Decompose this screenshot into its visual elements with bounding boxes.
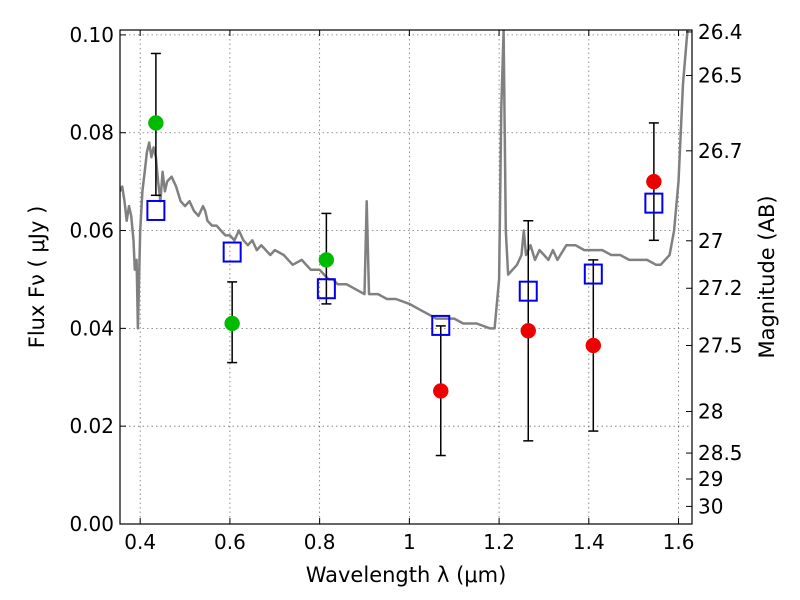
y-tick-label: 0.04 xyxy=(69,316,114,340)
magnitude-tick-label: 28.5 xyxy=(698,441,743,465)
magnitude-tick-label: 26.4 xyxy=(698,20,743,44)
magnitude-tick-label: 27 xyxy=(698,229,723,253)
x-tick-label: 1.6 xyxy=(663,530,695,554)
model-flux-square xyxy=(431,314,451,336)
x-tick-label: 1.2 xyxy=(483,530,515,554)
y-axis-right-title: Magnitude (AB) xyxy=(755,195,779,358)
y-tick-label: 0.08 xyxy=(69,121,114,145)
model-flux-square xyxy=(644,192,664,214)
model-flux-square xyxy=(146,199,166,221)
model-flux-square xyxy=(316,278,336,300)
x-tick-label: 0.8 xyxy=(304,530,336,554)
photometry-points xyxy=(146,115,664,399)
y-tick-label: 0.06 xyxy=(69,219,114,243)
y-axis-title: Flux Fν ( μJy ) xyxy=(25,206,49,349)
x-axis-title: Wavelength λ (μm) xyxy=(306,563,507,587)
model-flux-square xyxy=(583,263,603,285)
magnitude-tick-label: 27.5 xyxy=(698,333,743,357)
flux-point xyxy=(520,323,537,339)
model-flux-square xyxy=(518,280,538,302)
error-bars xyxy=(150,52,659,457)
flux-point xyxy=(318,252,335,268)
y-tick-label: 0.10 xyxy=(69,23,114,47)
magnitude-tick-label: 26.7 xyxy=(698,139,743,163)
x-tick-label: 1.4 xyxy=(573,530,605,554)
magnitude-tick-label: 30 xyxy=(698,494,723,518)
magnitude-tick-label: 27.2 xyxy=(698,276,743,300)
flux-point xyxy=(433,383,449,399)
x-tick-label: 0.6 xyxy=(214,530,246,554)
flux-point xyxy=(585,337,602,354)
x-tick-label: 1 xyxy=(403,530,416,554)
magnitude-tick-label: 26.5 xyxy=(698,63,743,87)
x-tick-label: 0.4 xyxy=(124,530,156,554)
y-tick-label: 0.02 xyxy=(69,414,114,438)
plot-frame xyxy=(119,29,693,525)
y-tick-label: 0.00 xyxy=(69,512,114,536)
axis-ticks: 0.4 0.6 0.8 1 1.2 1.4 1.6 0.00 0.02 0.04 0.06 0.08 0… xyxy=(69,20,742,554)
flux-point xyxy=(148,115,164,131)
flux-point xyxy=(224,315,240,332)
model-flux-square xyxy=(222,241,242,263)
flux-point xyxy=(646,173,662,190)
grid xyxy=(120,30,692,524)
magnitude-tick-label: 28 xyxy=(698,400,723,424)
magnitude-tick-label: 29 xyxy=(698,467,723,491)
